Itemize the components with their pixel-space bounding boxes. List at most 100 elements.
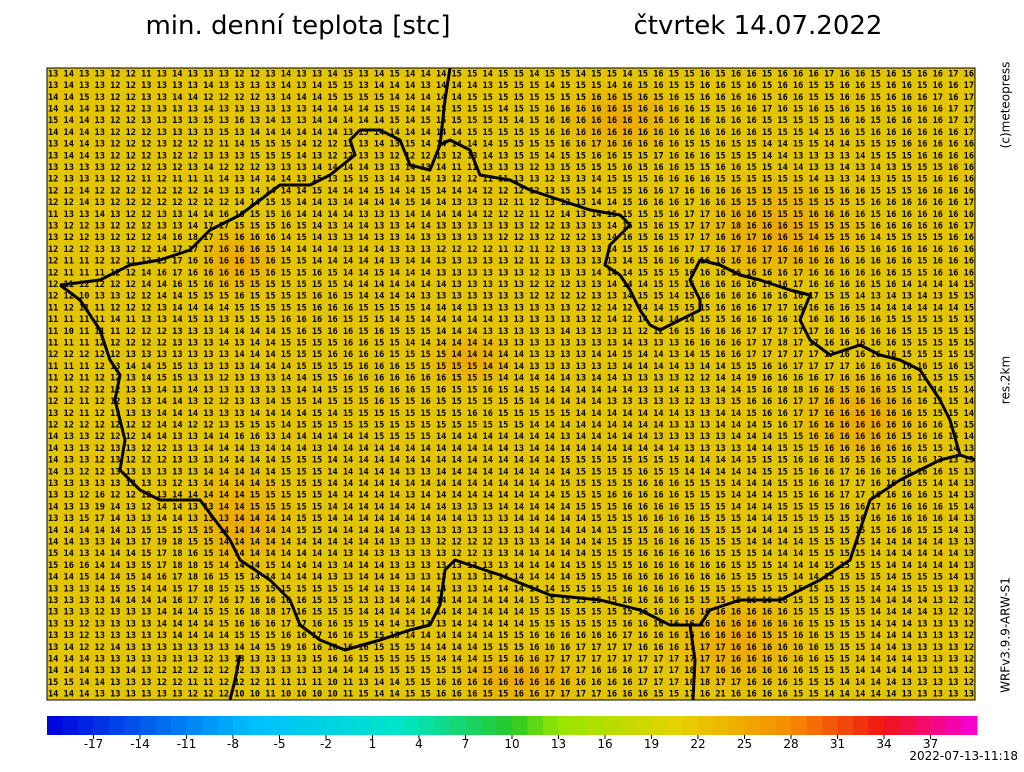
warm-area [690,170,870,290]
colorbar-segment [558,716,575,735]
resolution: res.2km [999,356,1013,404]
colorbar-segment [512,716,528,735]
colorbar-segment [837,716,854,735]
colorbar-segment [450,716,466,735]
colorbar-tick-label: -5 [274,737,286,751]
colorbar-segment [124,716,141,735]
value-row: 13 13 12 13 13 13 13 14 14 14 14 15 16 1… [48,618,974,628]
colorbar-segment [729,716,745,735]
colorbar-segment [574,716,590,735]
value-row: 12 13 13 13 12 12 11 12 11 11 11 14 13 1… [48,174,974,184]
value-row: 12 12 14 13 12 12 12 12 12 12 12 12 14 1… [48,197,974,207]
colorbar-segment [264,716,280,735]
colorbar-tick-label: 34 [876,737,891,751]
value-row: 15 14 13 14 14 14 15 17 18 16 15 14 14 1… [48,548,974,558]
colorbar-segment [93,716,110,735]
value-row: 12 12 10 13 13 12 12 14 14 15 15 15 16 1… [48,291,974,301]
value-row: 13 13 15 17 14 13 13 14 14 13 13 13 14 1… [48,513,974,523]
colorbar-tick-label: -11 [177,737,197,751]
value-row: 14 13 13 19 14 13 12 14 14 13 13 14 14 1… [48,501,974,511]
colorbar-tick-label: 25 [737,737,752,751]
colorbar-segment [310,716,327,735]
value-row: 14 14 14 14 14 13 15 15 15 15 15 14 14 1… [48,525,974,535]
value-row: 11 11 11 12 12 12 12 12 13 13 13 14 13 1… [48,338,974,348]
value-row: 13 13 13 12 13 13 13 14 14 14 15 15 16 1… [48,607,974,617]
title: min. denní teplota [stc] [145,11,450,41]
model-name: WRFv3.9.9-ARW-S1 [999,577,1013,693]
colorbar-segment [140,716,156,735]
colorbar-segment [806,716,823,735]
colorbar-segment [636,716,652,735]
country-border [59,68,975,700]
value-row: 13 14 12 12 14 13 13 13 13 13 13 13 14 1… [48,642,974,652]
colorbar-segment [853,716,869,735]
colorbar-segment [605,716,621,735]
warm-area [660,580,820,700]
colorbar-tick-label: 37 [923,737,938,751]
colorbar-segment [202,716,218,735]
warm-area [180,460,300,580]
map-frame [46,67,976,701]
colorbar-segment [620,716,637,735]
colorbar-segment [155,716,172,735]
colorbar-segment [682,716,699,735]
value-row: 11 10 11 11 11 12 12 12 13 13 13 14 14 1… [48,326,974,336]
value-row: 11 12 11 12 12 13 14 15 15 13 13 12 13 1… [48,373,974,383]
value-row: 14 14 15 14 14 15 14 16 17 18 16 15 15 1… [48,572,974,582]
value-row: 13 13 13 13 12 12 12 13 12 13 14 12 12 1… [48,162,974,172]
colorbar-segment [713,716,730,735]
value-row: 12 12 12 12 12 12 12 14 14 12 12 13 15 1… [48,419,974,429]
timestamp: 2022-07-13-11:18 [909,749,1018,763]
value-row: 12 12 12 13 13 12 12 14 17 17 17 16 16 1… [48,244,974,254]
colorbar-segment [434,716,451,735]
warm-area [550,80,690,160]
value-row: 12 12 11 12 12 13 13 14 14 13 12 12 13 1… [48,396,974,406]
colorbar-segment [884,716,900,735]
value-row: 14 14 14 13 12 12 12 13 13 13 13 15 13 1… [48,127,974,137]
colorbar-segment [775,716,792,735]
value-row: 13 12 12 13 12 12 12 14 16 18 17 15 16 1… [48,232,974,242]
colorbar-tick-label: -2 [320,737,332,751]
colorbar-segment [357,716,373,735]
value-row: 12 11 12 12 12 12 14 14 16 15 16 16 15 1… [48,279,974,289]
colorbar-segment [651,716,668,735]
warm-area [190,220,290,300]
value-row: 11 13 13 14 13 12 12 13 13 14 14 16 16 1… [48,209,974,219]
colorbar: -17 -14 -11 -8 -5 -2 1 4 7 10 13 16 19 22 25 28 31 34 37 [47,716,978,751]
value-row: 13 13 13 13 13 13 13 13 12 13 14 14 14 1… [48,478,974,488]
value-row: 12 11 11 12 12 11 12 15 17 16 16 16 16 1… [48,256,974,266]
colorbar-segment [186,716,203,735]
value-row: 14 13 12 12 13 13 13 13 13 13 14 14 14 1… [48,466,974,476]
colorbar-segment [961,716,978,735]
colorbar-segment [496,716,513,735]
colorbar-segment [744,716,761,735]
colorbar-tick-label: 28 [783,737,798,751]
warm-area [420,330,520,390]
colorbar-segment [217,716,234,735]
colorbar-segment [233,716,249,735]
colorbar-tick-label: -17 [84,737,104,751]
colorbar-segment [527,716,544,735]
date: čtvrtek 14.07.2022 [634,11,883,41]
colorbar-segment [295,716,311,735]
colorbar-tick-label: 13 [551,737,566,751]
value-row: 11 11 11 12 13 14 14 15 15 13 13 13 13 1… [48,361,974,371]
value-row: 11 11 11 11 14 11 13 13 14 15 13 13 15 1… [48,314,974,324]
colorbar-segment [326,716,342,735]
colorbar-tick-label: 22 [690,737,705,751]
colorbar-segment [248,716,265,735]
colorbar-segment [403,716,420,735]
value-row: 12 12 12 12 12 13 13 13 13 13 13 13 14 1… [48,349,974,359]
colorbar-segment [481,716,497,735]
colorbar-segment [589,716,606,735]
value-row: 14 13 13 12 13 13 12 12 13 13 14 14 14 1… [48,443,974,453]
colorbar-segment [946,716,962,735]
value-row: 13 14 13 13 12 12 13 13 13 13 14 13 13 1… [48,80,974,90]
colorbar-tick-label: 10 [504,737,519,751]
value-row: 13 13 12 16 12 12 12 13 14 14 14 14 14 1… [48,490,974,500]
value-row: 13 12 11 12 13 13 13 14 14 14 13 13 13 1… [48,408,974,418]
colorbar-tick-label: 1 [369,737,377,751]
warm-area [790,370,930,470]
colorbar-segment [822,716,838,735]
